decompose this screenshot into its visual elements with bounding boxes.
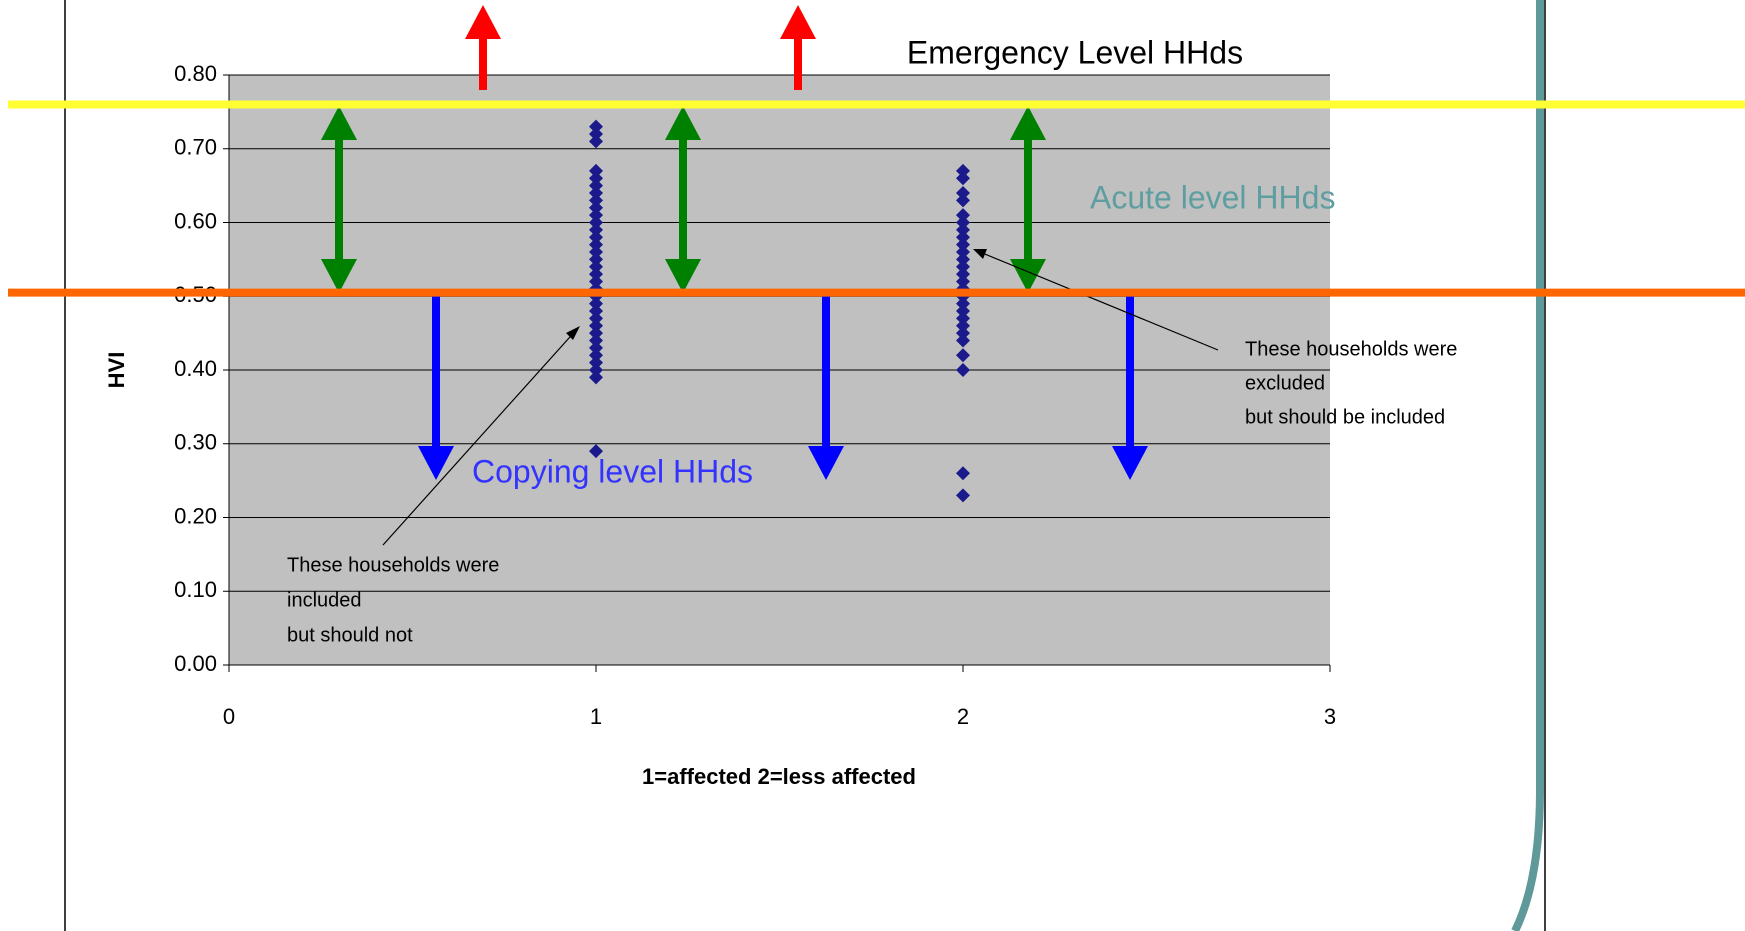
note-line: included: [287, 589, 362, 611]
point: [956, 259, 970, 274]
point: [589, 311, 603, 326]
note-line: but should be included: [1245, 406, 1445, 428]
point: [956, 318, 970, 333]
pointer-head: [973, 249, 987, 259]
note-line: These households were: [287, 554, 499, 576]
point: [589, 222, 603, 237]
y-tick-label: 0.40: [174, 356, 217, 381]
notes: These households were included but should …: [287, 338, 1457, 646]
y-tick-label: 0.30: [174, 430, 217, 455]
point: [589, 355, 603, 370]
point: [589, 134, 603, 149]
x-axis-label: 1=affected 2=less affected: [642, 764, 916, 789]
point: [589, 208, 603, 223]
point: [589, 340, 603, 355]
point: [589, 163, 603, 178]
point: [956, 296, 970, 311]
point: [589, 230, 603, 245]
point: [589, 304, 603, 318]
point: [589, 245, 603, 259]
point: [589, 274, 603, 289]
point: [589, 444, 603, 459]
point: [956, 252, 970, 267]
point: [589, 252, 603, 267]
arrow-head: [665, 259, 701, 293]
point: [956, 333, 970, 348]
point: [956, 237, 970, 252]
slide-border: [1511, 0, 1544, 931]
emergency-label: Emergency Level HHds: [907, 34, 1243, 70]
y-tick-label: 0.70: [174, 135, 217, 160]
point: [956, 311, 970, 326]
y-axis-label: HVI: [104, 352, 129, 389]
point: [589, 267, 603, 282]
point: [956, 193, 970, 208]
point: [589, 318, 603, 333]
point: [589, 333, 603, 348]
acute-label: Acute level HHds: [1090, 179, 1335, 215]
points: [589, 119, 970, 503]
arrows: [321, 5, 1148, 480]
y-tick-label: 0.10: [174, 577, 217, 602]
point: [956, 466, 970, 481]
point: [589, 237, 603, 252]
note-line: but should not: [287, 624, 413, 646]
x-tick-label: 3: [1324, 704, 1336, 729]
point: [956, 215, 970, 230]
point: [589, 363, 603, 377]
point: [956, 208, 970, 223]
point: [589, 200, 603, 215]
point: [956, 245, 970, 259]
point: [956, 304, 970, 318]
coping-label: Copying level HHds: [472, 453, 753, 489]
point: [589, 193, 603, 208]
point: [589, 326, 603, 341]
point: [589, 215, 603, 230]
arrow-head: [1112, 446, 1148, 480]
arrow-head: [780, 5, 816, 39]
point: [956, 222, 970, 237]
x-tick-label: 1: [590, 704, 602, 729]
point: [956, 171, 970, 186]
point: [956, 274, 970, 289]
point: [589, 119, 603, 134]
point: [589, 348, 603, 363]
point: [956, 488, 970, 503]
point: [956, 163, 970, 178]
note-line: excluded: [1245, 372, 1325, 394]
y-tick-label: 0.80: [174, 61, 217, 86]
pointer-head: [566, 326, 580, 340]
point: [589, 186, 603, 200]
x-tick-label: 0: [223, 704, 235, 729]
note-line: These households were: [1245, 338, 1457, 360]
arrow-head: [321, 106, 357, 140]
arrow-head: [808, 446, 844, 480]
x-tick-label: 2: [957, 704, 969, 729]
point: [589, 171, 603, 186]
arrow-head: [665, 106, 701, 140]
point: [589, 296, 603, 311]
y-tick-label: 0.00: [174, 651, 217, 676]
arrow-head: [1010, 106, 1046, 140]
point: [956, 186, 970, 200]
point: [956, 348, 970, 363]
point: [956, 267, 970, 282]
point: [589, 178, 603, 193]
point: [589, 259, 603, 274]
pointer-line: [974, 249, 1219, 351]
point: [956, 363, 970, 377]
arrow-head: [465, 5, 501, 39]
y-tick-label: 0.20: [174, 503, 217, 528]
pointer-line: [382, 327, 579, 546]
point: [956, 230, 970, 245]
y-tick-label: 0.60: [174, 208, 217, 233]
point: [956, 326, 970, 341]
point: [589, 370, 603, 385]
arrow-head: [321, 259, 357, 293]
arrow-head: [418, 446, 454, 480]
point: [589, 127, 603, 141]
